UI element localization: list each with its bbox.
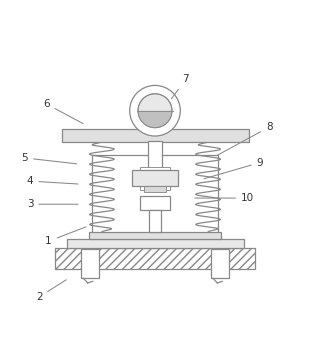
Text: 6: 6 [43, 99, 83, 124]
Bar [92, 156, 218, 239]
Bar [132, 170, 178, 186]
Bar [144, 186, 166, 192]
Bar [55, 248, 255, 269]
Text: 3: 3 [27, 199, 78, 209]
Text: 1: 1 [45, 227, 86, 246]
Text: 4: 4 [27, 176, 78, 186]
Text: 8: 8 [218, 122, 272, 155]
Bar [210, 249, 229, 278]
Text: 10: 10 [195, 193, 254, 203]
Bar [67, 239, 244, 248]
Bar [89, 232, 221, 239]
Bar [81, 249, 100, 278]
Bar [140, 195, 170, 210]
Bar [148, 141, 162, 190]
Text: 5: 5 [21, 153, 77, 164]
Bar [140, 167, 170, 190]
Text: 9: 9 [204, 158, 263, 179]
Circle shape [138, 94, 172, 128]
Text: 2: 2 [36, 280, 66, 302]
Text: 7: 7 [171, 74, 189, 99]
Circle shape [130, 85, 180, 136]
Bar [149, 210, 161, 232]
Bar [62, 129, 249, 142]
Polygon shape [138, 111, 172, 128]
